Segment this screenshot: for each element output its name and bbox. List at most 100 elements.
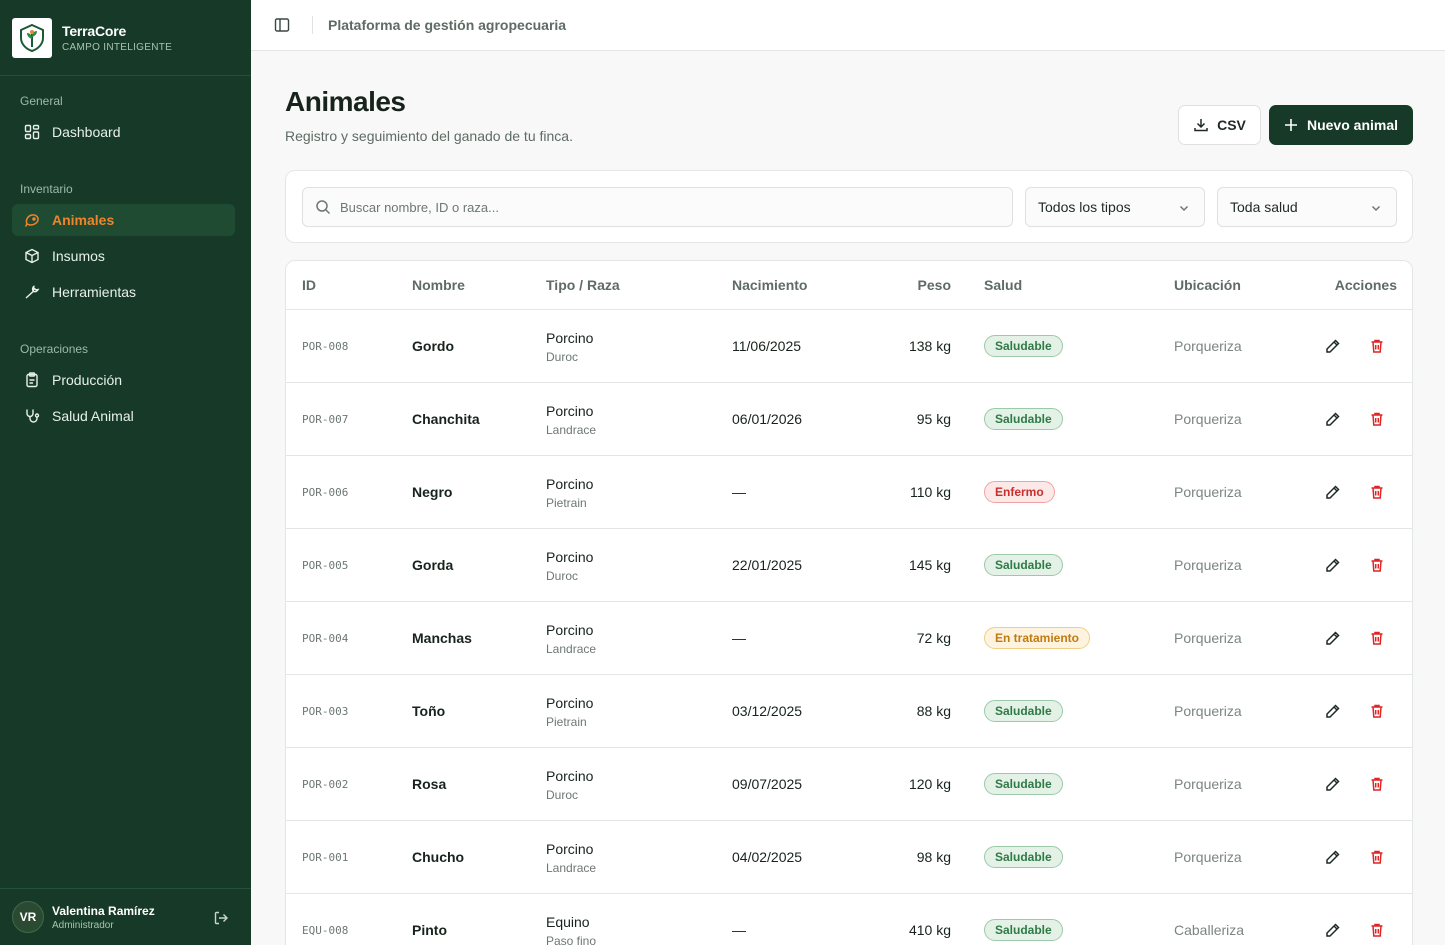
box-icon (24, 248, 40, 264)
delete-icon[interactable] (1369, 922, 1385, 938)
sidebar: TerraCore CAMPO INTELIGENTE General Dash… (0, 0, 251, 945)
sidebar-item-dashboard[interactable]: Dashboard (12, 116, 235, 148)
health-status-cell: Enfermo (984, 481, 1055, 503)
animal-weight: 410 kg (908, 922, 951, 938)
user-profile: VR Valentina Ramírez Administrador (0, 888, 251, 945)
edit-icon[interactable] (1325, 557, 1341, 573)
sidebar-item-produccion[interactable]: Producción (12, 364, 235, 396)
animal-name: Chanchita (412, 411, 480, 427)
animal-id: POR-005 (302, 559, 349, 572)
header-birth[interactable]: Nacimiento (732, 277, 808, 293)
delete-icon[interactable] (1369, 703, 1385, 719)
stethoscope-icon (24, 408, 40, 424)
edit-icon[interactable] (1325, 849, 1341, 865)
animal-weight: 145 kg (908, 557, 951, 573)
animal-name: Gorda (412, 557, 454, 573)
health-filter-select[interactable]: Toda salud (1217, 187, 1397, 227)
search-icon (316, 200, 331, 215)
download-icon (1194, 119, 1208, 132)
header-id[interactable]: ID (302, 277, 316, 293)
chevron-down-icon (1179, 205, 1189, 212)
sidebar-item-animales[interactable]: Animales (12, 204, 235, 236)
delete-icon[interactable] (1369, 557, 1385, 573)
new-animal-button[interactable]: Nuevo animal (1269, 105, 1413, 145)
csv-export-button[interactable]: CSV (1178, 105, 1261, 145)
health-status-cell: Saludable (984, 335, 1063, 357)
animal-name: Gordo (412, 338, 454, 354)
status-badge: Saludable (984, 335, 1063, 357)
table-row[interactable]: POR-003 Toño Porcino Pietrain 03/12/2025 88 k… (286, 675, 1412, 748)
delete-icon[interactable] (1369, 484, 1385, 500)
header-health[interactable]: Salud (984, 277, 1023, 293)
brand[interactable]: TerraCore CAMPO INTELIGENTE (0, 0, 251, 76)
header-name[interactable]: Nombre (412, 277, 465, 293)
sidebar-toggle-icon[interactable] (274, 17, 290, 33)
sidebar-item-label: Producción (52, 372, 123, 388)
edit-icon[interactable] (1325, 703, 1341, 719)
user-name: Valentina Ramírez (52, 903, 155, 918)
animal-weight: 110 kg (910, 484, 951, 500)
animal-breed: Pietrain (546, 496, 587, 510)
nav-section-general: General (20, 94, 63, 108)
avatar[interactable]: VR (12, 901, 44, 933)
table-header: ID Nombre Tipo / Raza Nacimiento Peso Sa… (286, 261, 1412, 310)
delete-icon[interactable] (1369, 338, 1385, 354)
filter-bar: Todos los tipos Toda salud (285, 170, 1413, 243)
table-row[interactable]: POR-007 Chanchita Porcino Landrace 06/01/202… (286, 383, 1412, 456)
sidebar-item-salud-animal[interactable]: Salud Animal (12, 400, 235, 432)
search-box[interactable] (302, 187, 1013, 227)
animal-birth-date: 22/01/2025 (732, 557, 803, 573)
table-row[interactable]: POR-008 Gordo Porcino Duroc 11/06/2025 138 kg… (286, 310, 1412, 383)
table-row[interactable]: POR-005 Gorda Porcino Duroc 22/01/2025 145 kg… (286, 529, 1412, 602)
edit-icon[interactable] (1325, 630, 1341, 646)
animal-breed: Paso fino (546, 934, 597, 945)
edit-icon[interactable] (1325, 338, 1341, 354)
animal-type: Porcino (546, 841, 594, 857)
search-input[interactable] (340, 199, 980, 215)
animal-name: Negro (412, 484, 453, 500)
health-status-cell: Saludable (984, 408, 1063, 430)
topbar: Plataforma de gestión agropecuaria (251, 0, 1445, 51)
health-status-cell: Saludable (984, 846, 1063, 868)
header-type[interactable]: Tipo / Raza (546, 277, 620, 293)
animal-name: Manchas (412, 630, 472, 646)
animal-breed: Pietrain (546, 715, 587, 729)
edit-icon[interactable] (1325, 484, 1341, 500)
header-weight[interactable]: Peso (917, 277, 951, 293)
logout-icon[interactable] (213, 910, 229, 926)
animal-breed: Duroc (546, 788, 579, 802)
edit-icon[interactable] (1325, 411, 1341, 427)
wrench-icon (24, 284, 40, 300)
animal-icon (24, 212, 40, 228)
animal-birth-date: 11/06/2025 (732, 338, 802, 354)
delete-icon[interactable] (1369, 849, 1385, 865)
delete-icon[interactable] (1369, 630, 1385, 646)
table-row[interactable]: POR-006 Negro Porcino Pietrain — 110 kg Enferm… (286, 456, 1412, 529)
animal-birth-date: — (732, 630, 746, 646)
edit-icon[interactable] (1325, 922, 1341, 938)
delete-icon[interactable] (1369, 411, 1385, 427)
animal-birth-date: — (732, 484, 746, 500)
health-status-cell: Saludable (984, 919, 1063, 941)
animal-name: Toño (412, 703, 446, 719)
animal-weight: 138 kg (908, 338, 951, 354)
edit-icon[interactable] (1325, 776, 1341, 792)
animal-id: POR-002 (302, 778, 349, 791)
delete-icon[interactable] (1369, 776, 1385, 792)
animal-breed: Landrace (546, 423, 597, 437)
sidebar-item-label: Herramientas (52, 284, 137, 300)
type-filter-select[interactable]: Todos los tipos (1025, 187, 1205, 227)
table-row[interactable]: POR-002 Rosa Porcino Duroc 09/07/2025 120 kg S… (286, 748, 1412, 821)
status-badge: Saludable (984, 846, 1063, 868)
table-row[interactable]: POR-001 Chucho Porcino Landrace 04/02/2025 98… (286, 821, 1412, 894)
new-animal-label: Nuevo animal (1306, 117, 1399, 133)
animal-type: Porcino (546, 330, 594, 346)
animals-table: ID Nombre Tipo / Raza Nacimiento Peso Sa… (285, 260, 1413, 945)
sidebar-item-herramientas[interactable]: Herramientas (12, 276, 235, 308)
animal-birth-date: 06/01/2026 (732, 411, 803, 427)
header-location[interactable]: Ubicación (1174, 277, 1241, 293)
table-row[interactable]: EQU-008 Pinto Equino Paso fino — 410 kg Saluda… (286, 894, 1412, 945)
table-row[interactable]: POR-004 Manchas Porcino Landrace — 72 kg En tr… (286, 602, 1412, 675)
animal-breed: Landrace (546, 642, 597, 656)
sidebar-item-insumos[interactable]: Insumos (12, 240, 235, 272)
